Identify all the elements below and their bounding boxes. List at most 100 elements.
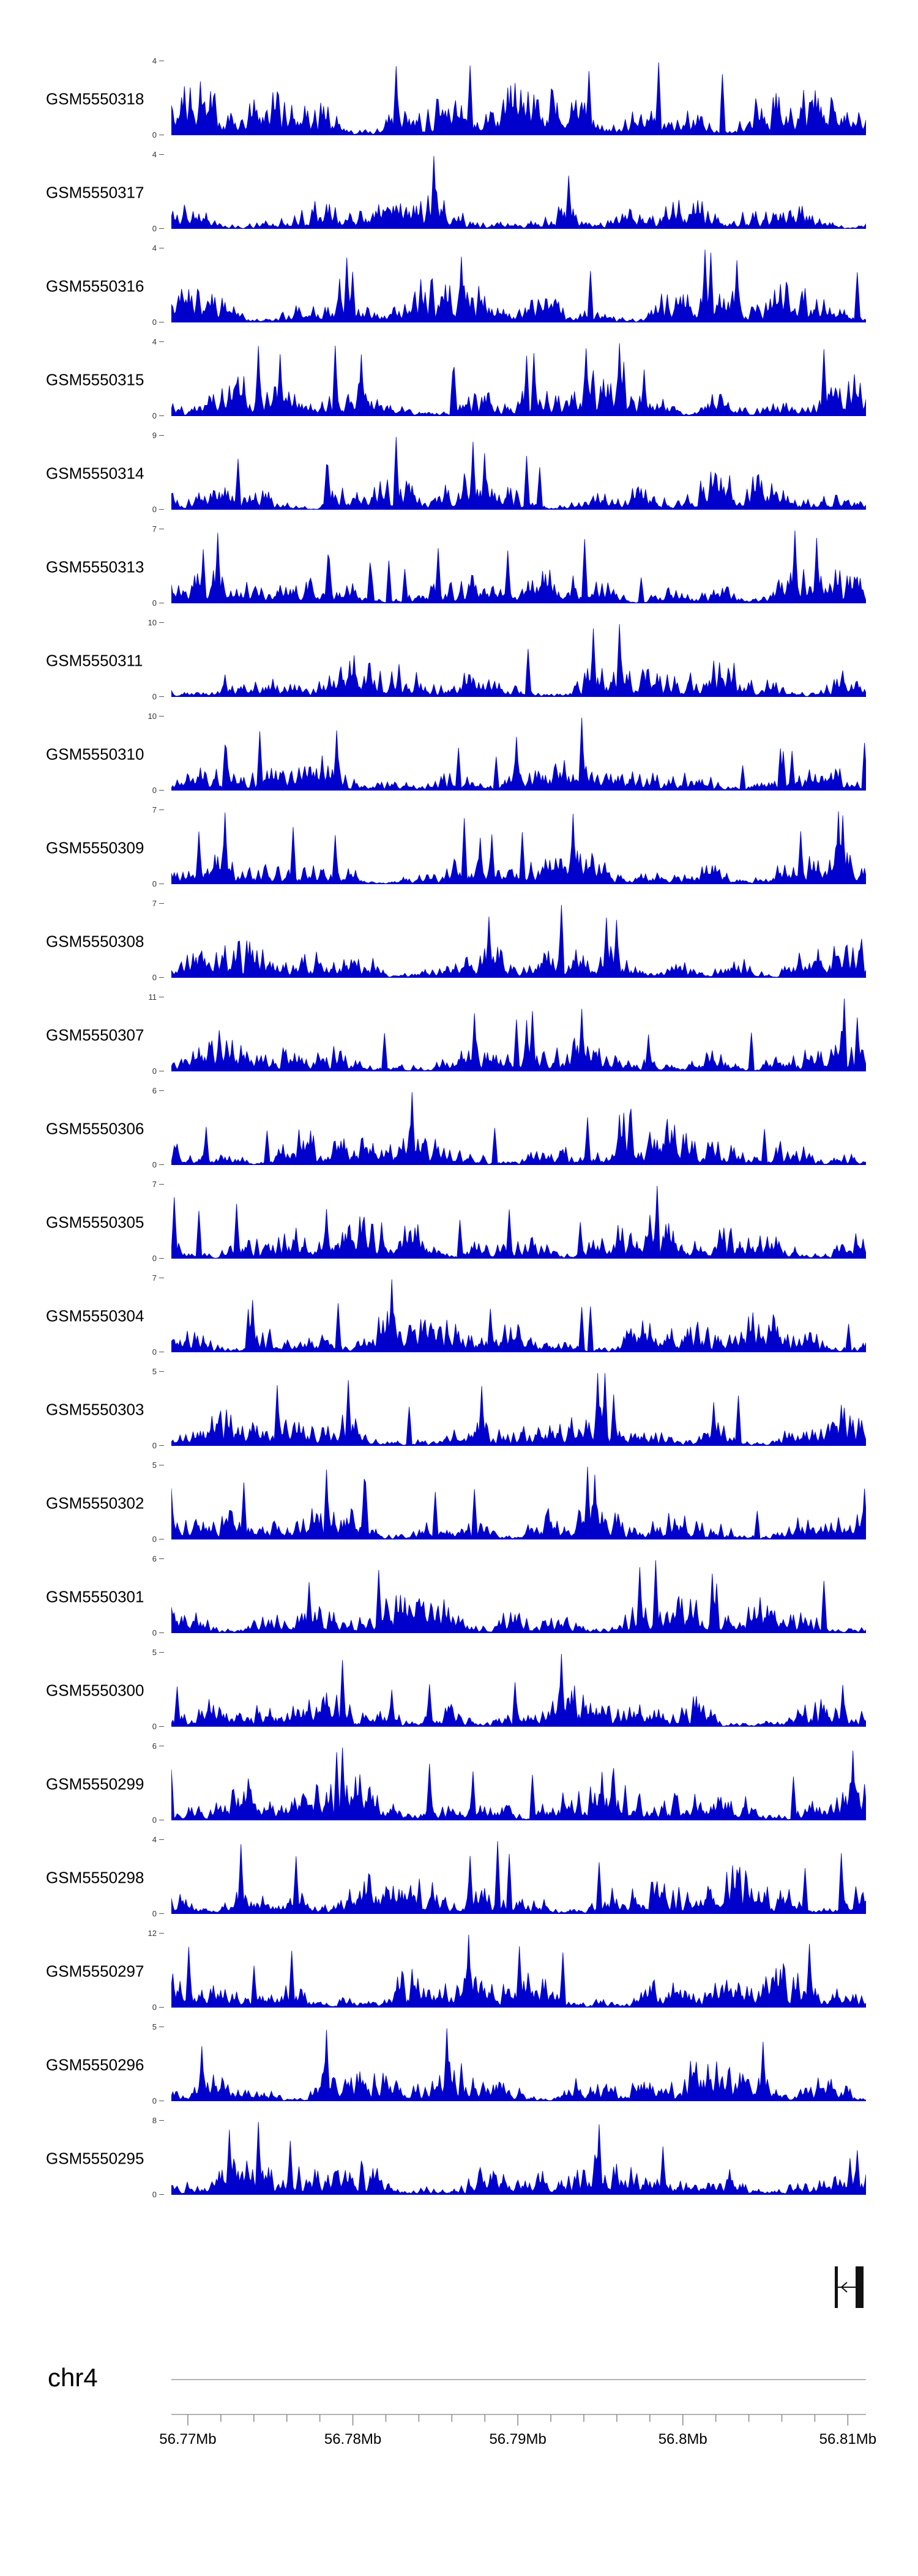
y-max-label: 4	[152, 337, 157, 346]
track-row: GSM5550316 4 0	[0, 239, 918, 333]
y-max-label: 4	[152, 244, 157, 253]
y-max-label: 11	[148, 992, 157, 1002]
signal-plot	[171, 435, 866, 510]
signal-area-svg	[171, 1466, 866, 1539]
track-label: GSM5550304	[46, 1306, 144, 1325]
y-max-label: 4	[152, 150, 157, 159]
y-axis-top-tick	[159, 341, 164, 342]
signal-area-svg	[171, 1279, 866, 1352]
y-min-label: 0	[152, 2096, 157, 2105]
track-label: GSM5550305	[46, 1213, 144, 1231]
track-label: GSM5550316	[46, 277, 144, 295]
y-axis-top-tick	[159, 1184, 164, 1185]
signal-area-svg	[171, 1372, 866, 1446]
track-row: GSM5550314 9 0	[0, 426, 918, 520]
track-y-axis: 7 0	[122, 524, 166, 608]
track-y-axis: 7 0	[122, 805, 166, 888]
signal-area-svg	[171, 1653, 866, 1727]
ideogram-line	[171, 2379, 866, 2380]
track-label: GSM5550318	[46, 89, 144, 108]
signal-plot	[171, 1746, 866, 1820]
track-y-axis: 10 0	[122, 618, 166, 701]
signal-area-svg	[171, 2121, 866, 2195]
signal-area-svg	[171, 717, 866, 791]
track-row: GSM5550307 11 0	[0, 988, 918, 1082]
track-y-axis: 5 0	[122, 1648, 166, 1731]
signal-area-svg	[171, 2028, 866, 2101]
track-label: GSM5550301	[46, 1587, 144, 1606]
y-max-label: 4	[152, 56, 157, 65]
y-axis-top-tick	[159, 1371, 164, 1372]
track-label: GSM5550306	[46, 1119, 144, 1137]
y-max-label: 6	[152, 1554, 157, 1563]
y-axis-bottom-tick	[159, 1445, 164, 1446]
signal-area-svg	[171, 811, 866, 884]
signal-plot	[171, 1090, 866, 1165]
y-axis-top-tick	[159, 1839, 164, 1840]
y-axis-top-tick	[159, 903, 164, 904]
y-min-label: 0	[152, 2190, 157, 2199]
y-min-label: 0	[152, 1628, 157, 1637]
track-y-axis: 12 0	[122, 1929, 166, 2012]
signal-plot	[171, 997, 866, 1071]
track-y-axis: 5 0	[122, 1461, 166, 1544]
signal-plot	[171, 61, 866, 135]
track-row: GSM5550315 4 0	[0, 333, 918, 426]
signal-plot	[171, 622, 866, 697]
gene-exon-thick	[856, 2266, 864, 2308]
axis-tick-label: 56.8Mb	[659, 2431, 707, 2448]
y-axis-top-tick	[159, 2120, 164, 2121]
tracks-container: GSM5550318 4 0 GSM5550317 4 0	[0, 52, 918, 2205]
track-y-axis: 9 0	[122, 431, 166, 514]
y-min-label: 0	[152, 411, 157, 420]
y-axis-top-tick	[159, 1558, 164, 1559]
track-y-axis: 11 0	[122, 992, 166, 1076]
signal-area-svg	[171, 436, 866, 510]
signal-area-svg	[171, 249, 866, 322]
signal-area-svg	[171, 155, 866, 229]
track-label: GSM5550300	[46, 1681, 144, 1699]
signal-plot	[171, 1278, 866, 1352]
track-label: GSM5550297	[46, 1962, 144, 1980]
track-row: GSM5550301 6 0	[0, 1550, 918, 1644]
signal-plot	[171, 2120, 866, 2195]
y-min-label: 0	[152, 318, 157, 327]
y-max-label: 7	[152, 1180, 157, 1189]
track-label: GSM5550311	[46, 651, 143, 669]
track-y-axis: 6 0	[122, 1086, 166, 1169]
track-row: GSM5550299 6 0	[0, 1737, 918, 1831]
track-label: GSM5550307	[46, 1026, 144, 1044]
y-axis-bottom-tick	[159, 228, 164, 229]
signal-plot	[171, 248, 866, 322]
y-min-label: 0	[152, 692, 157, 701]
y-axis-top-tick	[159, 1933, 164, 1934]
track-row: GSM5550300 5 0	[0, 1644, 918, 1737]
signal-plot	[171, 1652, 866, 1727]
track-row: GSM5550303 5 0	[0, 1363, 918, 1456]
y-min-label: 0	[152, 973, 157, 982]
signal-area-svg	[171, 62, 866, 135]
signal-area-svg	[171, 530, 866, 603]
y-axis-bottom-tick	[159, 790, 164, 791]
track-label: GSM5550308	[46, 932, 144, 950]
genome-axis-svg: 56.77Mb 56.78Mb 56.79Mb 56.8Mb 56.81Mb	[159, 2414, 876, 2448]
signal-plot	[171, 2027, 866, 2101]
axis-tick-label: 56.81Mb	[819, 2431, 876, 2448]
y-min-label: 0	[152, 1815, 157, 1825]
track-row: GSM5550302 5 0	[0, 1456, 918, 1550]
track-row: GSM5550317 4 0	[0, 146, 918, 239]
track-row: GSM5550309 7 0	[0, 801, 918, 895]
y-axis-bottom-tick	[159, 977, 164, 978]
y-axis-bottom-tick	[159, 2007, 164, 2008]
y-axis-bottom-tick	[159, 415, 164, 416]
track-y-axis: 4 0	[122, 244, 166, 327]
y-max-label: 7	[152, 899, 157, 908]
signal-area-svg	[171, 1560, 866, 1633]
y-axis-bottom-tick	[159, 1726, 164, 1727]
signal-area-svg	[171, 1185, 866, 1259]
y-max-label: 9	[152, 431, 157, 440]
track-row: GSM5550310 10 0	[0, 707, 918, 801]
track-y-axis: 5 0	[122, 1367, 166, 1450]
y-max-label: 5	[152, 1461, 157, 1470]
strand-arrow-left-icon	[840, 2282, 848, 2293]
